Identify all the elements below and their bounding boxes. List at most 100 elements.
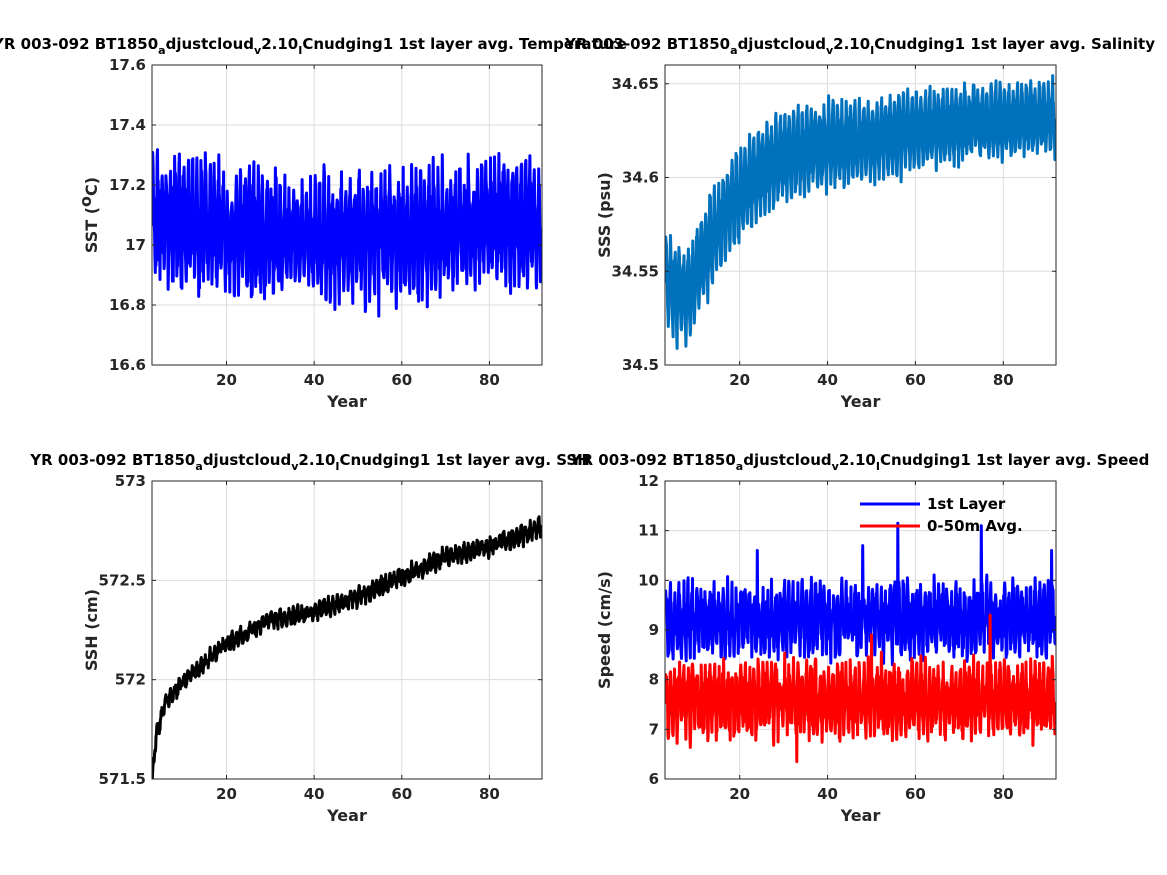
y-tick-label: 34.6: [622, 169, 659, 187]
y-tick-label: 16.6: [109, 356, 146, 374]
x-tick-label: 40: [304, 785, 325, 803]
chart-title-part: 2.10: [833, 35, 870, 53]
chart-title-part: YR 003-092 BT1850: [564, 35, 730, 53]
chart-title-part: Cnudging1 1st layer avg. Temperature: [302, 35, 627, 53]
x-tick-label: 20: [729, 785, 750, 803]
chart-title-part: v: [254, 44, 262, 57]
y-axis-label-part: SSH (cm): [82, 589, 101, 671]
y-tick-label: 10: [638, 571, 659, 589]
y-tick-label: 34.5: [622, 356, 659, 374]
chart-title-part: I: [298, 44, 302, 57]
chart-title-part: a: [730, 44, 737, 57]
y-tick-label: 17.2: [109, 176, 146, 194]
y-axis-label-part: o: [76, 196, 95, 207]
x-tick-label: 40: [817, 785, 838, 803]
x-tick-label: 60: [391, 785, 412, 803]
y-tick-label: 571.5: [99, 770, 146, 788]
x-tick-label: 20: [216, 371, 237, 389]
y-tick-label: 17: [125, 236, 146, 254]
x-tick-label: 20: [216, 785, 237, 803]
chart-title-part: YR 003-092 BT1850: [570, 451, 736, 469]
legend-label: 1st Layer: [927, 495, 1006, 513]
x-axis-label: Year: [840, 392, 881, 411]
x-axis-label: Year: [840, 806, 881, 825]
chart-title: YR 003-092 BT1850adjustcloudv2.10ICnudgi…: [29, 451, 590, 473]
chart-title-part: a: [195, 460, 202, 473]
x-tick-label: 60: [391, 371, 412, 389]
x-tick-label: 80: [479, 785, 500, 803]
y-tick-label: 8: [649, 671, 659, 689]
panel-ssh: 20 40 60 80 571.5 572 572.5 573 Year SSH (cm) YR 0…: [29, 451, 590, 825]
axes-box: [664, 64, 1057, 366]
chart-title-part: I: [876, 460, 880, 473]
plot-area: [152, 481, 542, 779]
chart-title-part: djustcloud: [203, 451, 291, 469]
chart-title-part: Cnudging1 1st layer avg. Speed: [880, 451, 1149, 469]
chart-title-part: YR 003-092 BT1850: [29, 451, 195, 469]
y-axis-label-part: SSS (psu): [595, 172, 614, 258]
axes-box: [151, 64, 543, 366]
chart-title-part: a: [736, 460, 743, 473]
chart-title-part: I: [335, 460, 339, 473]
panel-sst: 20 40 60 80 16.6 16.8 17 17.2 17.4 17.6 Year SST (o…: [0, 35, 627, 411]
chart-title-part: Cnudging1 1st layer avg. Salinity: [874, 35, 1155, 53]
chart-title-part: v: [291, 460, 299, 473]
legend: 1st Layer 0-50m Avg.: [860, 495, 1023, 535]
chart-title-part: 2.10: [261, 35, 298, 53]
y-axis-label: SST (oC): [76, 177, 101, 253]
x-tick-label: 20: [729, 371, 750, 389]
x-tick-label: 80: [993, 785, 1014, 803]
y-axis-label: SSS (psu): [595, 172, 614, 258]
chart-title: YR 003-092 BT1850adjustcloudv2.10ICnudgi…: [570, 451, 1150, 473]
chart-title-part: I: [870, 44, 874, 57]
chart-title-part: djustcloud: [738, 35, 826, 53]
y-tick-label: 7: [649, 720, 659, 738]
x-tick-label: 60: [905, 785, 926, 803]
y-axis-label-part: Speed (cm/s): [595, 571, 614, 689]
x-tick-label: 40: [304, 371, 325, 389]
y-tick-label: 6: [649, 770, 659, 788]
chart-title: YR 003-092 BT1850adjustcloudv2.10ICnudgi…: [0, 35, 627, 57]
chart-title-part: 2.10: [298, 451, 335, 469]
chart-title-part: v: [832, 460, 840, 473]
y-tick-label: 16.8: [109, 296, 146, 314]
y-tick-label: 34.65: [612, 75, 659, 93]
y-axis-label: SSH (cm): [82, 589, 101, 671]
chart-title-part: Cnudging1 1st layer avg. SSH: [340, 451, 590, 469]
chart-title-part: YR 003-092 BT1850: [0, 35, 158, 53]
chart-title-part: v: [826, 44, 834, 57]
y-tick-label: 11: [638, 522, 659, 540]
panel-sss: 20 40 60 80 34.5 34.55 34.6 34.65 Year SSS (psu) Y…: [564, 35, 1155, 411]
series-line-sss-0: [665, 74, 1056, 350]
chart-title-part: a: [158, 44, 165, 57]
x-tick-label: 40: [817, 371, 838, 389]
chart-title-part: djustcloud: [743, 451, 831, 469]
y-axis-label: Speed (cm/s): [595, 571, 614, 689]
series-line-speed-1: [665, 613, 1056, 764]
y-tick-label: 572.5: [99, 571, 146, 589]
series-line-ssh-0: [152, 515, 542, 779]
x-tick-label: 80: [993, 371, 1014, 389]
panels: 20 40 60 80 16.6 16.8 17 17.2 17.4 17.6 Year SST (o…: [0, 35, 1155, 825]
y-tick-label: 34.55: [612, 262, 659, 280]
series-line-sst-0: [152, 148, 542, 318]
legend-label: 0-50m Avg.: [927, 517, 1023, 535]
y-tick-label: 17.6: [109, 56, 146, 74]
y-tick-label: 573: [115, 472, 146, 490]
x-axis-label: Year: [326, 392, 367, 411]
axes-box: [151, 480, 543, 780]
chart-title-part: djustcloud: [166, 35, 254, 53]
chart-title-part: 2.10: [839, 451, 876, 469]
y-axis-label-part: C): [82, 177, 101, 196]
y-axis-label-part: SST (: [82, 207, 101, 253]
y-tick-label: 17.4: [109, 116, 146, 134]
y-tick-label: 9: [649, 621, 659, 639]
series-line-speed-0: [665, 521, 1056, 667]
panel-speed: 20 40 60 80 6 7 8 9 10 11 12 Year Speed (cm/s) YR 003…: [570, 451, 1150, 825]
chart-title: YR 003-092 BT1850adjustcloudv2.10ICnudgi…: [564, 35, 1155, 57]
x-axis-label: Year: [326, 806, 367, 825]
y-tick-label: 572: [115, 671, 146, 689]
y-tick-label: 12: [638, 472, 659, 490]
x-tick-label: 60: [905, 371, 926, 389]
